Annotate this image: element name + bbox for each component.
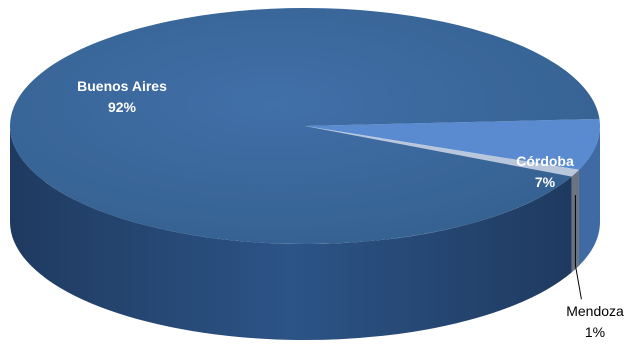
slice-label-name-cordoba: Córdoba — [516, 153, 574, 169]
mendoza-leader-line — [574, 195, 582, 300]
pie-labels: Buenos Aires 92% Córdoba 7% Mendoza 1% — [77, 78, 624, 340]
pie-slice-buenos-aires — [9, 7, 600, 244]
pie-slice-cordoba — [305, 118, 600, 170]
pie-slice-mendoza — [305, 126, 579, 177]
slice-label-value-cordoba: 7% — [535, 174, 556, 190]
pie-sides — [10, 126, 600, 340]
slice-label-value-mendoza: 1% — [585, 324, 605, 340]
slice-label-value-buenos-aires: 92% — [108, 99, 137, 115]
slice-label-name-mendoza: Mendoza — [566, 303, 624, 319]
pie-tops — [9, 7, 600, 244]
pie-side-buenos-aires — [10, 126, 572, 340]
pie-side-cordoba — [578, 126, 600, 266]
slice-label-name-buenos-aires: Buenos Aires — [77, 78, 167, 94]
